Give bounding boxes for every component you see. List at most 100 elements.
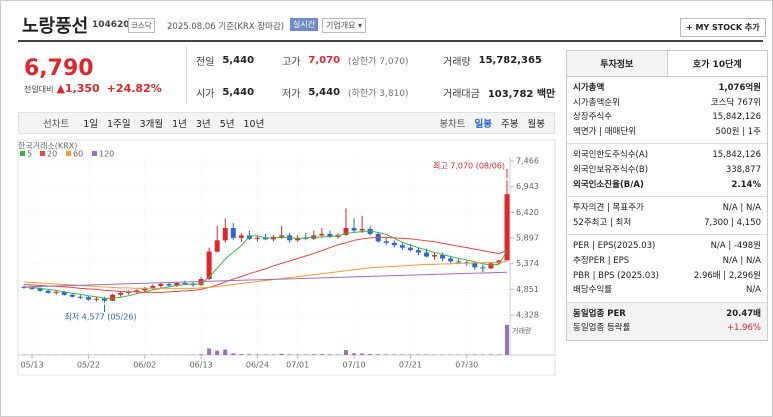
info-value: 15,842,126 [712,112,761,123]
candle-body [102,298,107,301]
volume-bar [215,350,220,355]
volume-bar [279,353,284,355]
mystock-button[interactable]: + MY STOCK 추가 [680,18,766,37]
volume-bar [295,354,300,355]
y-tick-label: 7,466 [516,157,539,166]
volume-bar [384,354,389,355]
x-tick-label: 07/30 [455,361,478,370]
info-value: 2.96배 | 2,296원 [693,270,761,281]
cell-value: 103,782 백만 [487,89,556,100]
candle-body [254,237,260,239]
info-value: 2.14% [731,179,762,190]
toolbar-label: 봉차트 [439,119,466,130]
period-button[interactable]: 3개월 [139,119,164,130]
info-value: 1,076억원 [718,83,761,93]
candle-body [238,235,244,238]
tab[interactable]: 투자정보 [567,51,668,76]
volume-bar [344,350,348,355]
legend-label: 20 [47,150,57,159]
y-tick-label: 4,851 [516,285,539,294]
tab[interactable]: 호가 10단계 [692,60,742,70]
price: 6,790 [24,56,94,81]
period-button[interactable]: 10년 [243,119,265,130]
info-value: N/A | N/A [722,255,761,266]
ma-line [23,236,508,293]
cell-label: 고가 [282,57,301,68]
high-annotation: 최고 7,070 (08/06) [433,161,505,171]
legend-swatch [40,151,45,156]
info-row: 52주최고 | 최저 7,300 | 4,150 [573,216,761,231]
volume-bar [231,353,236,355]
legend-label: 120 [99,150,114,159]
volume-bar [368,354,373,355]
volume-bar [424,354,429,355]
period-button[interactable]: 1년 [172,119,187,130]
volume-bar [392,354,397,355]
info-label: 배당수익률 [573,285,613,296]
candle-body [488,263,494,269]
quote-cell: 거래량 15,782,365 [443,53,542,68]
info-row: 외국인한도주식수(A) 15,842,126 [573,148,761,163]
candle-body [85,297,91,300]
candle-body [448,258,454,262]
change-amount: ▲1,350 [56,82,100,95]
legend-label: 5 [27,150,32,159]
volume-bar [376,354,381,355]
info-value: 15,842,126 [712,150,761,161]
volume-bar [327,354,332,355]
date: 2025.08.06 기준(KRX 장마감) [167,22,285,32]
period-button[interactable]: 1일 [83,119,99,130]
cell-value: 15,782,365 [478,55,542,66]
overview-button[interactable]: 기업개요 ▾ [322,18,366,33]
legend-swatch [66,151,71,156]
info-row: 시가총액순위 코스닥 767위 [573,96,761,111]
candle-body [29,287,35,289]
candle-body [263,237,268,240]
cell-value: 7,070 [308,55,341,66]
candle-body [118,292,124,295]
volume-bar [239,354,244,355]
period-button[interactable]: 1주일 [107,119,131,130]
info-row: 외국인소진율(B/A) 2.14% [573,178,761,193]
ma-line [23,260,508,289]
period-button[interactable]: 5년 [219,119,235,130]
period-button[interactable]: 3년 [195,119,211,130]
cell-label: 시가 [196,89,215,100]
candle-body [37,288,43,291]
x-tick-label: 07/10 [343,361,366,370]
info-label: 투자의견 | 목표주가 [573,203,644,214]
period-button[interactable]: 월봉 [527,119,545,130]
volume-bar [207,348,212,355]
info-label: 외국인보유주식수(B) [573,164,649,175]
period-button[interactable]: 일봉 [474,119,493,130]
cell-label: 저가 [282,89,301,100]
info-group: 외국인한도주식수(A) 15,842,126 외국인보유주식수(B) 338,877 외… [567,144,767,198]
tabs: 투자정보 호가 10단계 [567,51,767,77]
info-label: 상장주식수 [573,112,613,123]
y-tick-label: 4,328 [516,311,539,320]
info-value: 500원 | 1주 [715,126,761,137]
candle-body [134,290,140,292]
info-label: 동일업종 PER [573,308,626,319]
info-value: N/A [745,285,761,296]
candle-body [150,285,156,288]
candle-body [142,287,148,291]
period-button[interactable]: 주봉 [501,119,519,130]
candle-body [182,283,188,285]
cell-value: 5,440 [308,87,341,98]
info-label: 시가총액 [573,83,605,93]
volume-bar [480,354,485,355]
legend-label: 60 [73,150,83,159]
realtime-badge[interactable]: 실시간 [290,18,319,31]
volume-bar [505,325,509,355]
candle-body [440,255,446,259]
x-tick-label: 07/21 [399,361,422,370]
candle-body [351,228,357,231]
info-label: 추정PER | EPS [573,255,630,266]
info-row: 투자의견 | 목표주가 N/A | N/A [573,201,761,216]
stock-code: 104620 [92,20,130,30]
y-tick-label: 5,897 [516,234,539,243]
info-label: 외국인소진율(B/A) [573,179,644,190]
